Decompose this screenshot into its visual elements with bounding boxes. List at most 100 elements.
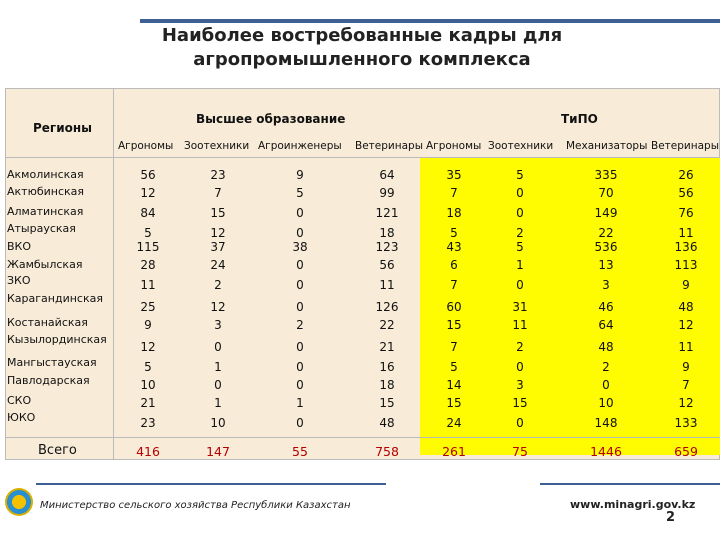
table-cell: 9 bbox=[144, 318, 152, 332]
table-cell: 2 bbox=[296, 318, 304, 332]
region-label: Карагандинская bbox=[7, 292, 103, 305]
table-cell: 18 bbox=[379, 226, 395, 240]
table-cell: 126 bbox=[375, 300, 399, 314]
table-cell: 3 bbox=[602, 278, 610, 292]
subcolumn-header: Агроинженеры bbox=[258, 140, 342, 152]
table-cell: 18 bbox=[379, 378, 395, 392]
table-cell: 43 bbox=[446, 240, 462, 254]
region-label: ВКО bbox=[7, 240, 32, 253]
table-cell: 0 bbox=[296, 226, 304, 240]
table-cell: 28 bbox=[140, 258, 156, 272]
table-cell: 56 bbox=[140, 168, 156, 182]
table-cell: 0 bbox=[296, 416, 304, 430]
table-cell: 0 bbox=[296, 206, 304, 220]
table-cell: 64 bbox=[379, 168, 395, 182]
total-cell: 1446 bbox=[590, 444, 622, 459]
table-cell: 38 bbox=[292, 240, 308, 254]
table-cell: 11 bbox=[678, 226, 694, 240]
page-number: 2 bbox=[666, 510, 676, 525]
total-cell: 261 bbox=[442, 444, 466, 459]
table-cell: 2 bbox=[516, 226, 524, 240]
table-divider bbox=[5, 157, 720, 158]
subcolumn-header: Ветеринары bbox=[651, 140, 719, 152]
table-cell: 113 bbox=[674, 258, 698, 272]
table-cell: 10 bbox=[140, 378, 156, 392]
table-cell: 16 bbox=[379, 360, 395, 374]
table-cell: 7 bbox=[450, 186, 458, 200]
table-cell: 18 bbox=[446, 206, 462, 220]
region-label: ЗКО bbox=[7, 274, 31, 287]
subcolumn-header: Агрономы bbox=[426, 140, 482, 152]
table-cell: 12 bbox=[678, 396, 694, 410]
subcolumn-header: Агрономы bbox=[118, 140, 174, 152]
region-label: Павлодарская bbox=[7, 374, 90, 387]
table-cell: 0 bbox=[214, 340, 222, 354]
table-cell: 0 bbox=[516, 206, 524, 220]
table-cell: 48 bbox=[379, 416, 395, 430]
table-cell: 2 bbox=[602, 360, 610, 374]
footer-rule bbox=[36, 483, 386, 485]
table-cell: 335 bbox=[594, 168, 618, 182]
table-cell: 5 bbox=[516, 168, 524, 182]
table-cell: 5 bbox=[516, 240, 524, 254]
region-label: Алматинская bbox=[7, 205, 84, 218]
table-cell: 123 bbox=[375, 240, 399, 254]
table-cell: 15 bbox=[210, 206, 226, 220]
table-cell: 12 bbox=[210, 300, 226, 314]
table-cell: 76 bbox=[678, 206, 694, 220]
ministry-name: Министерство сельского хозяйства Республ… bbox=[40, 500, 351, 511]
table-cell: 64 bbox=[598, 318, 614, 332]
table-cell: 46 bbox=[598, 300, 614, 314]
table-cell: 11 bbox=[512, 318, 528, 332]
region-label: Костанайская bbox=[7, 316, 88, 329]
table-cell: 1 bbox=[296, 396, 304, 410]
table-cell: 24 bbox=[210, 258, 226, 272]
table-cell: 5 bbox=[450, 226, 458, 240]
subcolumn-header: Ветеринары bbox=[355, 140, 423, 152]
table-cell: 48 bbox=[678, 300, 694, 314]
total-cell: 75 bbox=[512, 444, 528, 459]
table-cell: 136 bbox=[674, 240, 698, 254]
total-cell: 659 bbox=[674, 444, 698, 459]
table-cell: 149 bbox=[594, 206, 618, 220]
table-cell: 25 bbox=[140, 300, 156, 314]
table-cell: 15 bbox=[446, 318, 462, 332]
table-cell: 14 bbox=[446, 378, 462, 392]
table-cell: 6 bbox=[450, 258, 458, 272]
table-cell: 11 bbox=[140, 278, 156, 292]
table-cell: 115 bbox=[136, 240, 160, 254]
table-cell: 9 bbox=[296, 168, 304, 182]
table-cell: 11 bbox=[379, 278, 395, 292]
website-link[interactable]: www.minagri.gov.kz bbox=[570, 498, 696, 511]
table-cell: 35 bbox=[446, 168, 462, 182]
table-cell: 7 bbox=[214, 186, 222, 200]
table-cell: 0 bbox=[296, 378, 304, 392]
total-cell: 55 bbox=[292, 444, 308, 459]
table-cell: 21 bbox=[379, 340, 395, 354]
table-cell: 0 bbox=[516, 360, 524, 374]
total-label: Всего bbox=[38, 443, 77, 458]
region-label: Жамбылская bbox=[7, 258, 83, 271]
table-cell: 148 bbox=[594, 416, 618, 430]
table-cell: 0 bbox=[296, 360, 304, 374]
total-cell: 416 bbox=[136, 444, 160, 459]
total-cell: 147 bbox=[206, 444, 230, 459]
ministry-emblem-icon bbox=[5, 488, 33, 516]
table-cell: 11 bbox=[678, 340, 694, 354]
title-top-rule bbox=[140, 19, 720, 23]
table-cell: 37 bbox=[210, 240, 226, 254]
region-label: Атырауская bbox=[7, 222, 76, 235]
table-cell: 5 bbox=[144, 226, 152, 240]
table-cell: 7 bbox=[450, 278, 458, 292]
table-cell: 0 bbox=[214, 378, 222, 392]
table-cell: 70 bbox=[598, 186, 614, 200]
regions-header: Регионы bbox=[33, 121, 92, 135]
subcolumn-header: Механизаторы bbox=[566, 140, 648, 152]
table-cell: 13 bbox=[598, 258, 614, 272]
table-cell: 99 bbox=[379, 186, 395, 200]
table-cell: 5 bbox=[296, 186, 304, 200]
table-cell: 0 bbox=[296, 340, 304, 354]
table-cell: 26 bbox=[678, 168, 694, 182]
table-cell: 7 bbox=[450, 340, 458, 354]
table-cell: 22 bbox=[598, 226, 614, 240]
